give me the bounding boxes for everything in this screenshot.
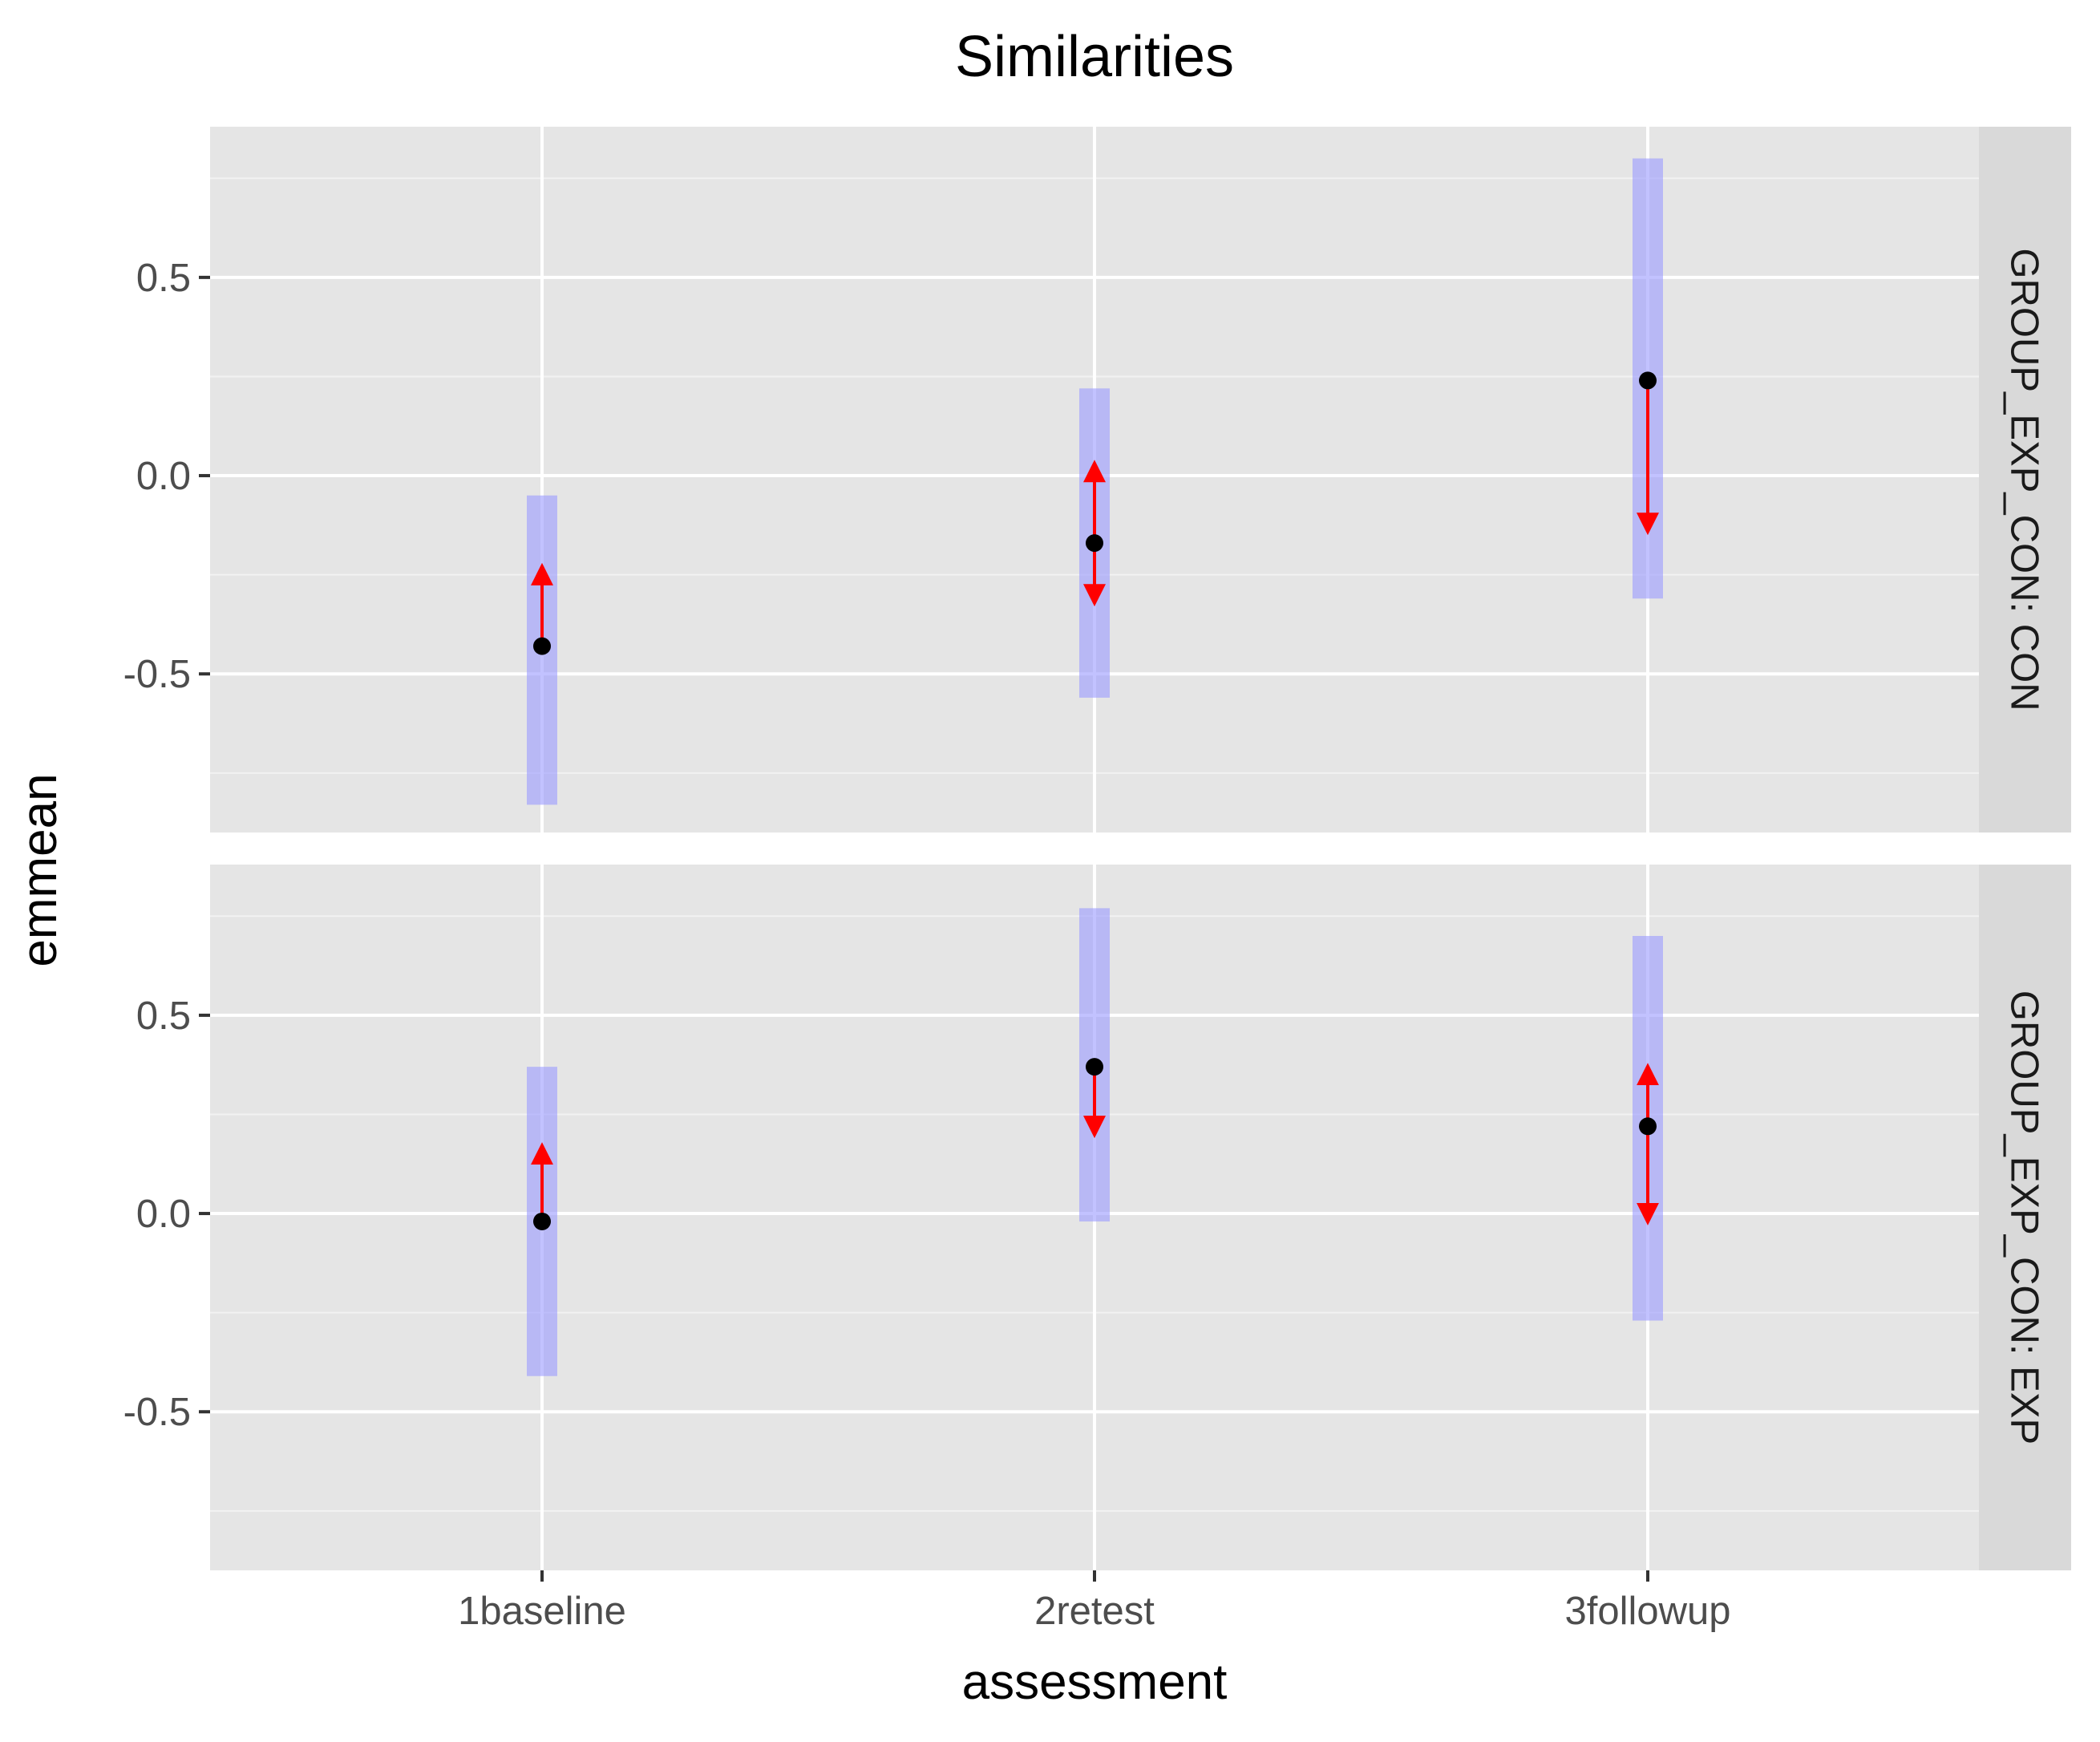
y-tick-label: 0.5	[136, 257, 191, 300]
y-tick-label: 0.0	[136, 1193, 191, 1236]
x-tick-label: 1baseline	[458, 1590, 626, 1633]
y-axis-title: emmean	[12, 773, 67, 966]
panels-group: -0.5 0.0 0.5 GROUP_EXP_CON: CON -0.5 0.0 0.5 GR…	[123, 127, 2071, 1633]
y-tick-label: 0.0	[136, 455, 191, 498]
emmean-point	[1086, 534, 1103, 553]
emmean-point	[533, 637, 551, 655]
y-tick-label: 0.5	[136, 995, 191, 1038]
emmean-point	[533, 1212, 551, 1230]
emmean-point	[1086, 1058, 1103, 1076]
facet-strip-label: GROUP_EXP_CON: EXP	[2003, 991, 2046, 1444]
chart-title: Similarities	[955, 25, 1234, 89]
facet-strip	[1979, 865, 2071, 1570]
y-tick-label: -0.5	[123, 653, 191, 696]
facet-panel-2: -0.5 0.0 0.5 GROUP_EXP_CON: EXP 1baseline 2re…	[123, 865, 2071, 1633]
emmean-point	[1639, 1117, 1657, 1136]
facet-panel-1: -0.5 0.0 0.5 GROUP_EXP_CON: CON	[123, 127, 2071, 833]
emmean-point	[1639, 371, 1657, 390]
facet-strip-label: GROUP_EXP_CON: CON	[2003, 248, 2046, 711]
x-tick-label: 3followup	[1564, 1590, 1730, 1633]
x-tick-label: 2retest	[1034, 1590, 1155, 1633]
facet-strip	[1979, 127, 2071, 833]
x-axis-title: assessment	[962, 1655, 1228, 1710]
y-tick-label: -0.5	[123, 1391, 191, 1434]
